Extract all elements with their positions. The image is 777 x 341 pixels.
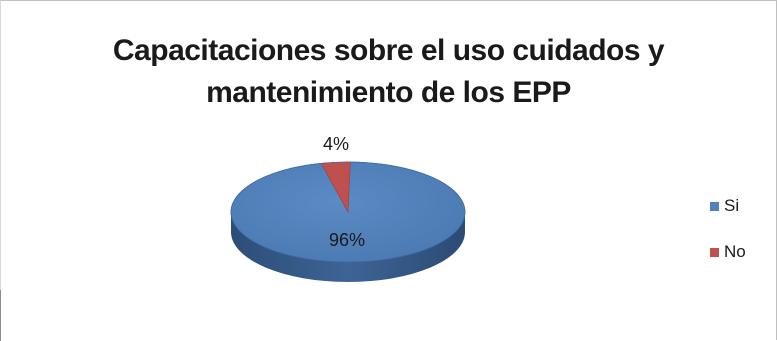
chart-edge xyxy=(0,290,1,341)
chart-title: Capacitaciones sobre el uso cuidados y m… xyxy=(0,30,777,114)
legend-label-no: No xyxy=(724,242,746,261)
chart-title-line-2: mantenimiento de los EPP xyxy=(206,76,571,109)
chart-title-line-1: Capacitaciones sobre el uso cuidados y xyxy=(112,34,665,67)
slice-label-no: 4% xyxy=(323,134,349,154)
slice-label-si: 96% xyxy=(329,230,365,250)
legend-label-si: Si xyxy=(724,196,740,215)
legend-swatch-no xyxy=(710,248,719,257)
pie-rim xyxy=(230,161,466,263)
legend-swatch-si xyxy=(710,202,719,211)
pie-side xyxy=(231,212,465,282)
